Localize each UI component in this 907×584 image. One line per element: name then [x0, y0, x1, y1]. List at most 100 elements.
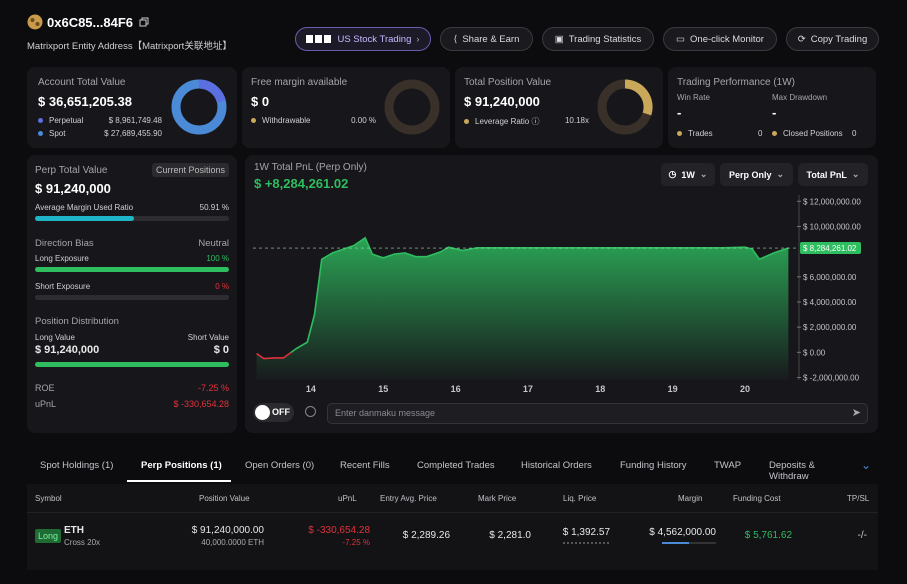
y-tick-label: $ 12,000,000.00	[803, 197, 861, 206]
side-badge: Long	[35, 529, 62, 543]
input-placeholder: Enter danmaku message	[335, 408, 436, 418]
column-header: Mark Price	[478, 494, 517, 503]
x-tick-label: 14	[306, 384, 316, 394]
send-icon[interactable]: ➤	[851, 407, 861, 419]
y-tick-label: $ 4,000,000.00	[803, 298, 857, 307]
label: Average Margin Used Ratio	[35, 203, 134, 212]
value: 0 %	[215, 282, 229, 291]
share-button[interactable]: ⟨ Share & Earn	[440, 27, 533, 51]
position-card: Total Position Value $ 91,240,000 Levera…	[455, 67, 663, 148]
entity-address: Matrixport Entity Address【Matrixport关联地址…	[27, 41, 232, 52]
toggle-label: OFF	[272, 407, 290, 417]
settings-icon[interactable]	[305, 406, 316, 417]
tab[interactable]: Spot Holdings (1)	[40, 460, 114, 471]
icon: ⟨	[453, 33, 458, 45]
copy-icon[interactable]	[139, 17, 149, 27]
avatar	[27, 14, 43, 30]
tabs-expand[interactable]: ⌄	[861, 458, 872, 472]
row-label: Withdrawable	[251, 116, 310, 125]
row-value: $ 8,961,749.48	[108, 116, 162, 125]
value: $ 91,240,000	[35, 344, 100, 356]
card-title: Free margin available	[251, 77, 348, 88]
funding-cost: $ 5,761.62	[744, 530, 792, 541]
metric-dropdown[interactable]: Total PnL ⌄	[798, 163, 868, 186]
column-header: Margin	[678, 494, 703, 503]
button-label: US Stock Trading	[337, 33, 412, 45]
label: Short Exposure	[35, 282, 91, 291]
label: Short Value	[187, 333, 229, 342]
y-tick-label: $ 10,000,000.00	[803, 222, 861, 231]
range-dropdown[interactable]: ◷ 1W ⌄	[661, 163, 715, 186]
label: Direction Bias	[35, 238, 94, 249]
card-title: Trading Performance (1W)	[677, 77, 795, 88]
tpsl: -/-	[857, 530, 867, 541]
tab[interactable]: Deposits & Withdraw	[769, 460, 815, 482]
value: $ -330,654.28	[173, 399, 229, 409]
statistics-button[interactable]: ▣ Trading Statistics	[542, 27, 654, 51]
last-value-badge	[800, 242, 861, 255]
label: Trades	[688, 129, 713, 138]
column-header: Symbol	[35, 494, 62, 503]
liq-gauge	[563, 542, 609, 546]
tab[interactable]: TWAP	[714, 460, 742, 471]
account-card: Account Total Value $ 36,651,205.38 Perp…	[27, 67, 237, 148]
danmaku-toggle[interactable]: OFF	[253, 403, 294, 422]
area	[256, 237, 789, 380]
toggle-knob	[255, 405, 270, 420]
y-tick-label: $ 0.00	[803, 348, 826, 357]
card-title: Total Position Value	[464, 77, 552, 88]
tab[interactable]: Funding History	[620, 460, 687, 471]
pnl-chart: 1W Total PnL (Perp Only) $ +8,284,261.02…	[253, 162, 861, 394]
badge[interactable]: Current Positions	[151, 163, 229, 177]
danmaku-input[interactable]: Enter danmaku message ➤	[327, 403, 868, 424]
us-stock-button[interactable]: US Stock Trading ›	[295, 27, 431, 51]
monitor-button[interactable]: ▭ One-click Monitor	[663, 27, 777, 51]
scope-dropdown[interactable]: Perp Only ⌄	[720, 163, 793, 186]
label: Perpetual	[49, 116, 84, 125]
margin-mode: Cross 20x	[64, 538, 101, 547]
progress-track	[35, 216, 229, 221]
row-value: 0	[852, 129, 857, 138]
chart-subtitle: $ +8,284,261.02	[254, 176, 348, 191]
progress-track	[35, 295, 229, 300]
column-header: Position Value	[199, 494, 250, 503]
row-label: Leverage Ratio ⓘ	[464, 116, 540, 127]
donut	[597, 79, 653, 135]
column-header: uPnL	[338, 494, 357, 503]
address: 0x6C85...84F6	[47, 15, 134, 30]
margin-gauge-fill	[662, 542, 689, 544]
tab[interactable]: Historical Orders	[521, 460, 592, 471]
perp-value: $ 91,240,000	[35, 181, 111, 196]
dropdown-label: Total PnL	[806, 169, 847, 180]
x-tick-label: 18	[595, 384, 605, 394]
card-value: $ 91,240,000	[464, 94, 540, 109]
tab[interactable]: Open Orders (0)	[245, 460, 315, 471]
panel-title: Perp Total Value	[35, 165, 108, 176]
chart-panel: 1W Total PnL (Perp Only) $ +8,284,261.02…	[245, 155, 878, 433]
x-tick-label: 19	[668, 384, 678, 394]
chevron: ⌄	[776, 169, 785, 179]
label: ROE	[35, 383, 55, 393]
row-value: 0.00 %	[351, 116, 376, 125]
row-label: Closed Positions	[772, 129, 843, 138]
tab[interactable]: Recent Fills	[340, 460, 390, 471]
stat-value: -	[677, 105, 682, 120]
label: Leverage Ratio	[475, 117, 530, 126]
value: $ 0	[213, 344, 229, 356]
donut	[171, 79, 227, 135]
logo	[306, 35, 332, 43]
card-value: $ 0	[251, 94, 270, 109]
tab[interactable]: Completed Trades	[417, 460, 495, 471]
button-label: Copy Trading	[810, 33, 868, 45]
tab-active[interactable]: Perp Positions (1)	[141, 460, 222, 471]
column-header: Entry Avg. Price	[380, 494, 437, 503]
table	[27, 484, 878, 570]
position-size: 40,000.0000 ETH	[201, 538, 264, 547]
dropdown-label: Perp Only	[728, 169, 772, 180]
copy-trading-button[interactable]: ⟳ Copy Trading	[786, 27, 879, 51]
y-tick-label: $ 2,000,000.00	[803, 323, 857, 332]
button-label: One-click Monitor	[690, 33, 764, 45]
value: Neutral	[198, 238, 229, 249]
divider	[27, 512, 878, 513]
card-value: $ 36,651,205.38	[38, 94, 132, 109]
